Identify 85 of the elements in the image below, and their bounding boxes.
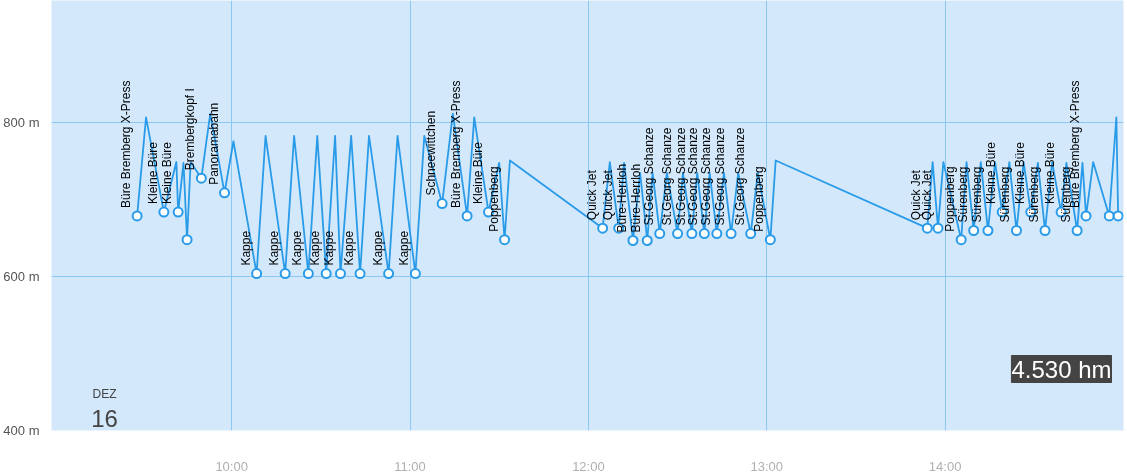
point bbox=[711, 228, 723, 240]
annotation: St.Georg Schanze bbox=[659, 127, 674, 226]
annotation: 4.530 hm bbox=[1011, 355, 1112, 383]
annotation: Kappe bbox=[397, 230, 412, 266]
annotation: St.Georg Schanze bbox=[713, 127, 728, 226]
point bbox=[1103, 210, 1115, 222]
annotation: Kleine Büre bbox=[1043, 141, 1058, 205]
annotation: Sürenberg bbox=[969, 166, 984, 223]
point bbox=[172, 206, 184, 218]
point bbox=[698, 228, 710, 240]
annotation: Kappe bbox=[238, 230, 253, 266]
point bbox=[921, 222, 933, 234]
annotation: DEZ bbox=[92, 386, 117, 401]
point bbox=[672, 228, 684, 240]
point bbox=[654, 228, 666, 240]
point bbox=[627, 235, 639, 246]
annotation: Kleine Büre bbox=[470, 141, 485, 205]
annotation: St.Georg Schanze bbox=[686, 127, 701, 226]
annotation: Kappe bbox=[342, 230, 357, 266]
annotation: Panoramabahn bbox=[206, 102, 221, 185]
x-tick-label: 13:00 bbox=[750, 458, 784, 474]
annotation: Kleine Büre bbox=[1012, 141, 1027, 205]
point bbox=[334, 268, 346, 280]
annotation: Kleine Büre bbox=[160, 141, 175, 205]
annotation: Büre Bremberg X-Press bbox=[119, 80, 134, 208]
annotation: Büre-Herrloh bbox=[614, 163, 629, 233]
point bbox=[686, 228, 698, 240]
point bbox=[597, 222, 609, 234]
point bbox=[436, 198, 448, 210]
point bbox=[968, 225, 980, 236]
point bbox=[1039, 225, 1051, 236]
y-tick-label: 400 m bbox=[3, 423, 40, 438]
annotation: Schneewittchen bbox=[424, 110, 439, 196]
point bbox=[251, 268, 263, 280]
annotation: Kleine Büre bbox=[984, 141, 999, 205]
point bbox=[932, 222, 944, 234]
point bbox=[158, 206, 170, 218]
annotation: Sürenberg bbox=[1027, 166, 1042, 223]
point bbox=[955, 234, 967, 246]
annotation: Büre-Herrloh bbox=[629, 163, 644, 233]
point bbox=[409, 268, 421, 280]
y-tick-label: 600 m bbox=[3, 269, 40, 285]
x-tick-label: 11:00 bbox=[394, 458, 426, 474]
annotation: Poppenberg bbox=[752, 166, 767, 232]
annotation: Sürenberg bbox=[998, 166, 1013, 223]
annotation: Quick Jet bbox=[584, 169, 599, 221]
point bbox=[354, 268, 366, 280]
annotation: Sürenberg bbox=[955, 166, 970, 223]
point bbox=[302, 268, 314, 280]
annotation: Kleine Büre bbox=[145, 141, 160, 205]
annotation: Kappe bbox=[290, 230, 305, 266]
annotation: St.Georg Schanze bbox=[641, 127, 656, 226]
annotation: Kappe bbox=[267, 230, 282, 266]
point bbox=[1010, 225, 1022, 236]
annotation: Brembergkopf I bbox=[183, 88, 198, 171]
annotation: Poppenberg bbox=[943, 166, 958, 232]
point bbox=[219, 187, 231, 199]
annotation: Poppenberg bbox=[486, 166, 501, 232]
point bbox=[320, 268, 332, 280]
point bbox=[641, 235, 653, 246]
annotation: Büre Bremberg X-Press bbox=[449, 80, 464, 208]
point bbox=[1112, 210, 1124, 222]
point bbox=[1071, 225, 1083, 236]
annotation: Kappe bbox=[322, 230, 337, 266]
point bbox=[131, 210, 143, 222]
point bbox=[982, 225, 994, 236]
annotation: 16 bbox=[91, 404, 118, 432]
point bbox=[279, 268, 291, 280]
point bbox=[1080, 210, 1092, 222]
point bbox=[195, 172, 207, 184]
x-tick-label: 10:00 bbox=[215, 458, 248, 474]
annotation: St.Georg Schanze bbox=[732, 127, 747, 226]
point bbox=[725, 228, 737, 240]
y-tick-label: 800 m bbox=[3, 115, 40, 131]
point bbox=[764, 234, 776, 246]
point bbox=[181, 234, 193, 246]
annotation: St.Georg Schanze bbox=[673, 127, 688, 226]
point bbox=[383, 268, 395, 280]
annotation: Kappe bbox=[308, 230, 323, 266]
point bbox=[461, 210, 473, 222]
annotation: Quick Jet bbox=[600, 169, 615, 221]
x-tick-label: 14:00 bbox=[928, 458, 962, 474]
annotation: Kappe bbox=[370, 230, 385, 266]
x-tick-label: 12:00 bbox=[572, 458, 605, 474]
point bbox=[499, 234, 511, 246]
